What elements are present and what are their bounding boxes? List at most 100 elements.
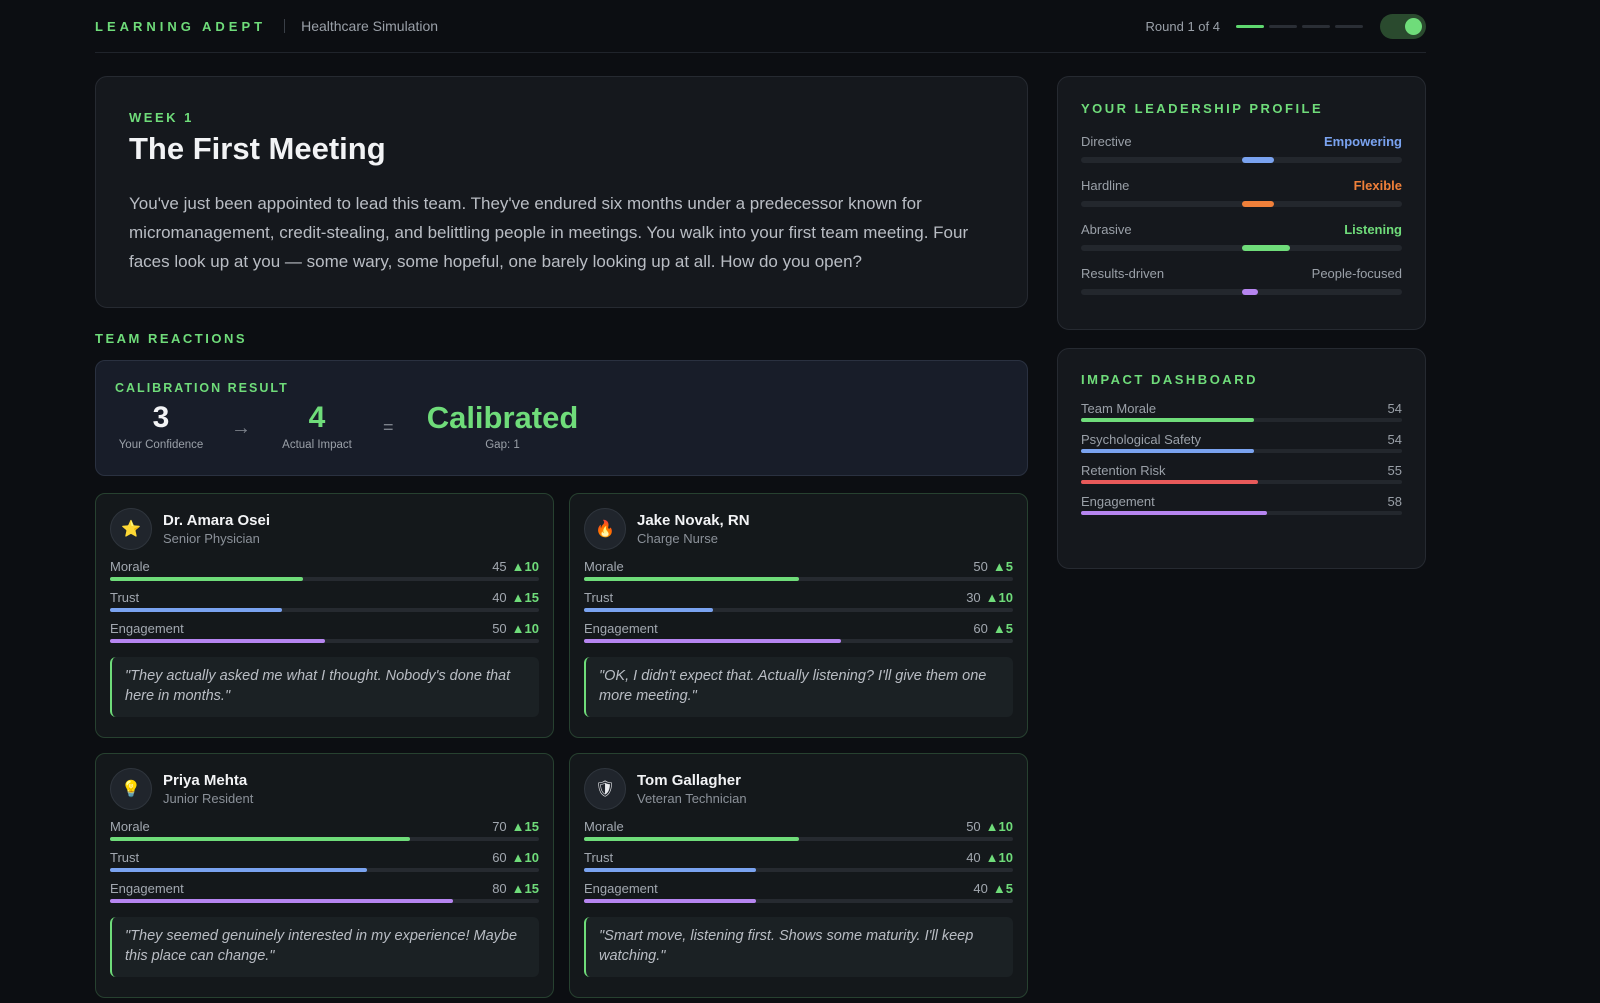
round-progress-segment [1236,24,1264,28]
metric-bar-fill [110,868,368,872]
impact-metric-row: Team Morale 54 [1081,401,1402,422]
metric-bar-fill [110,577,304,581]
member-metric-morale: Morale 45 ▲10 [110,559,539,581]
scale-right-label: Listening [1344,222,1402,237]
metric-value: 30 [966,590,981,605]
impact-bar-fill [1081,480,1258,484]
scale-marker [1241,289,1258,295]
impact-metric-row: Psychological Safety 54 [1081,432,1402,453]
metric-bar-track [110,639,539,643]
leadership-profile-panel: YOUR LEADERSHIP PROFILE Directive Empowe… [1057,76,1426,330]
metric-bar-track [584,608,1013,612]
round-progress-segment [1335,24,1363,28]
star-icon: ⭐ [110,508,152,550]
metric-label: Trust [110,590,140,605]
metric-bar-track [584,577,1013,581]
metric-label: Trust [110,850,140,865]
scale-track [1081,245,1402,251]
theme-toggle[interactable] [1380,13,1426,39]
calibration-label: CALIBRATION RESULT [115,381,289,395]
member-metric-trust: Trust 40 ▲10 [584,850,1013,872]
scale-marker [1241,201,1274,207]
scale-left-label: Directive [1081,134,1132,149]
impact-value: 54 [1387,432,1402,447]
actual-impact-score: 4 Actual Impact [277,401,357,451]
member-quote: "They actually asked me what I thought. … [110,657,539,717]
verdict-text: Calibrated [426,400,579,435]
metric-bar-fill [584,899,756,903]
scale-right-label: People-focused [1311,266,1402,281]
metric-bar-track [110,577,539,581]
metric-label: Engagement [110,881,184,896]
member-role: Veteran Technician [637,791,747,806]
metric-label: Engagement [584,621,658,636]
metric-delta: ▲15 [511,819,539,834]
round-progress-segment [1302,24,1330,28]
member-role: Junior Resident [163,791,254,806]
metric-label: Trust [584,590,614,605]
metric-label: Morale [110,559,150,574]
impact-label: Team Morale [1081,401,1157,416]
scale-right-label: Empowering [1323,134,1402,149]
impact-dashboard-panel: IMPACT DASHBOARD Team Morale 54 Psycholo… [1057,348,1426,569]
profile-title: YOUR LEADERSHIP PROFILE [1081,101,1324,116]
member-role: Charge Nurse [637,531,718,546]
member-name: Tom Gallagher [637,772,741,789]
impact-title: IMPACT DASHBOARD [1081,372,1258,387]
member-quote: "They seemed genuinely interested in my … [110,917,539,977]
impact-bar-track [1081,449,1402,453]
metric-value: 70 [492,819,507,834]
profile-scale-row: Hardline Flexible [1081,178,1402,207]
impact-caption: Actual Impact [282,439,352,451]
metric-delta: ▲15 [511,881,539,896]
round-progress-segment [1269,24,1297,28]
scale-marker [1241,157,1274,163]
metric-value: 40 [492,590,507,605]
profile-scale-row: Directive Empowering [1081,134,1402,163]
week-label: WEEK 1 [129,110,194,125]
member-metric-engagement: Engagement 40 ▲5 [584,881,1013,903]
lightbulb-icon: 💡 [110,768,152,810]
metric-delta: ▲15 [511,590,539,605]
brand-logo: LEARNING ADEPT [95,18,267,34]
team-member-card: 🔥 Jake Novak, RN Charge Nurse Morale 50 ▲… [569,493,1028,738]
metric-bar-fill [584,577,799,581]
impact-label: Retention Risk [1081,463,1166,478]
toggle-knob [1405,17,1422,35]
metric-delta: ▲5 [992,881,1013,896]
metric-label: Engagement [110,621,184,636]
confidence-value: 3 [152,401,170,434]
scale-track [1081,289,1402,295]
scale-left-label: Hardline [1081,178,1130,193]
metric-value: 80 [492,881,507,896]
impact-label: Psychological Safety [1081,432,1201,447]
scale-track [1081,157,1402,163]
arrow-right-icon: → [231,417,251,439]
member-quote: "Smart move, listening first. Shows some… [584,917,1013,977]
scenario-description: You've just been appointed to lead this … [129,194,969,271]
metric-label: Trust [584,850,614,865]
metric-bar-fill [110,608,282,612]
metric-label: Morale [584,819,624,834]
confidence-score: 3 Your Confidence [115,401,207,451]
impact-bar-track [1081,418,1402,422]
round-indicator: Round 1 of 4 [1146,13,1426,39]
confidence-caption: Your Confidence [118,439,204,451]
metric-label: Morale [110,819,150,834]
metric-delta: ▲10 [985,819,1013,834]
top-bar: LEARNING ADEPT Healthcare Simulation Rou… [95,0,1426,53]
member-metric-trust: Trust 40 ▲15 [110,590,539,612]
impact-value: 58 [1387,494,1402,509]
impact-bar-fill [1081,511,1268,515]
flame-icon: 🔥 [584,508,626,550]
metric-bar-fill [110,639,325,643]
metric-bar-track [110,608,539,612]
metric-bar-track [584,868,1013,872]
member-quote: "OK, I didn't expect that. Actually list… [584,657,1013,717]
impact-metric-row: Retention Risk 55 [1081,463,1402,484]
scale-marker [1241,245,1290,251]
metric-delta: ▲10 [511,850,539,865]
member-name: Dr. Amara Osei [163,512,270,529]
team-member-card: 🛡 Tom Gallagher Veteran Technician Moral… [569,753,1028,998]
member-metric-morale: Morale 50 ▲5 [584,559,1013,581]
